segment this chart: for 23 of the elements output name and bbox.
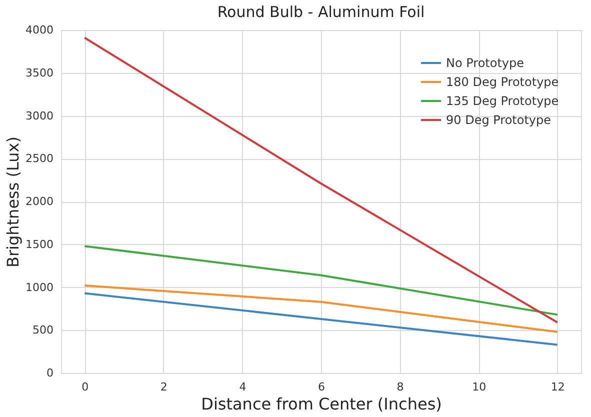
x-tick-label: 10: [472, 380, 486, 394]
x-tick-label: 0: [82, 380, 89, 394]
chart-title: Round Bulb - Aluminum Foil: [217, 3, 425, 21]
x-tick-label: 8: [396, 380, 404, 394]
x-tick-label: 12: [550, 380, 565, 394]
y-tick-label: 2000: [26, 195, 54, 208]
y-tick-label: 3500: [26, 66, 54, 80]
x-tick-label: 4: [239, 380, 246, 394]
x-tick-label: 2: [160, 380, 168, 394]
legend-label: No Prototype: [446, 56, 524, 70]
y-tick-label: 0: [46, 366, 54, 380]
x-tick-label: 6: [318, 380, 325, 394]
y-tick-label: 500: [32, 324, 54, 337]
y-tick-label: 1500: [26, 238, 54, 251]
y-tick-label: 1000: [26, 280, 54, 294]
y-tick-label: 2500: [26, 152, 54, 166]
y-axis-title: Brightness (Lux): [4, 136, 23, 268]
legend-label: 135 Deg Prototype: [446, 94, 559, 108]
y-tick-label: 3000: [26, 109, 54, 122]
legend-label: 90 Deg Prototype: [446, 113, 552, 127]
x-axis-title: Distance from Center (Inches): [201, 394, 442, 414]
y-tick-label: 4000: [26, 24, 54, 36]
legend-label: 180 Deg Prototype: [446, 75, 559, 89]
